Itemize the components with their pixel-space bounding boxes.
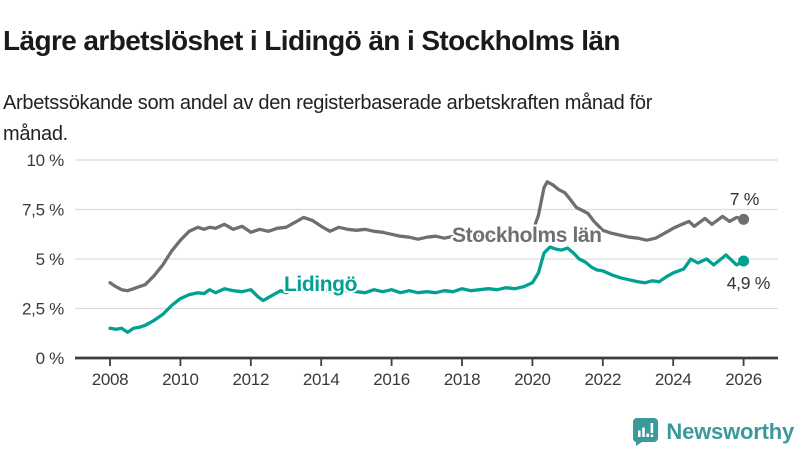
series-end-value-label-lidingo: 4,9 % xyxy=(727,273,770,293)
series-line-lidingo xyxy=(108,245,746,334)
line-chart: 0 % 2,5 % 5 % 7,5 % 10 % 2008 2010 2012 2014 2016… xyxy=(22,151,778,389)
y-tick-label: 0 % xyxy=(36,349,65,368)
series-line-stockholms-lan xyxy=(108,180,746,293)
y-tick-label: 5 % xyxy=(36,250,65,269)
newsworthy-wordmark: Newsworthy xyxy=(666,418,794,444)
newsworthy-logo[interactable]: Newsworthy xyxy=(632,417,794,446)
y-tick-label: 2,5 % xyxy=(22,300,64,319)
series-end-dot-stockholms-lan xyxy=(738,213,750,225)
series-end-dot-lidingo xyxy=(738,255,750,267)
x-tick-label: 2014 xyxy=(303,370,340,389)
x-tick-label: 2018 xyxy=(444,370,481,389)
x-tick-label: 2010 xyxy=(162,370,199,389)
x-tick-label: 2024 xyxy=(655,370,692,389)
y-tick-label: 10 % xyxy=(26,151,64,170)
series-name-label-stockholms-lan: Stockholms län xyxy=(452,224,602,247)
x-tick-label: 2026 xyxy=(725,370,762,389)
x-tick-label: 2020 xyxy=(514,370,551,389)
series-end-value-label-stockholms-lan: 7 % xyxy=(730,189,759,209)
y-tick-label: 7,5 % xyxy=(22,201,64,220)
chart-subtitle: Arbetssökande som andel av den registerb… xyxy=(3,92,653,145)
x-tick-label: 2022 xyxy=(584,370,621,389)
x-tick-label: 2016 xyxy=(373,370,410,389)
chart-title: Lägre arbetslöshet i Lidingö än i Stockh… xyxy=(3,24,620,56)
series-name-label-lidingo: Lidingö xyxy=(284,273,357,296)
x-tick-label: 2012 xyxy=(232,370,269,389)
x-tick-label: 2008 xyxy=(92,370,129,389)
newsworthy-bars-icon xyxy=(633,418,659,446)
